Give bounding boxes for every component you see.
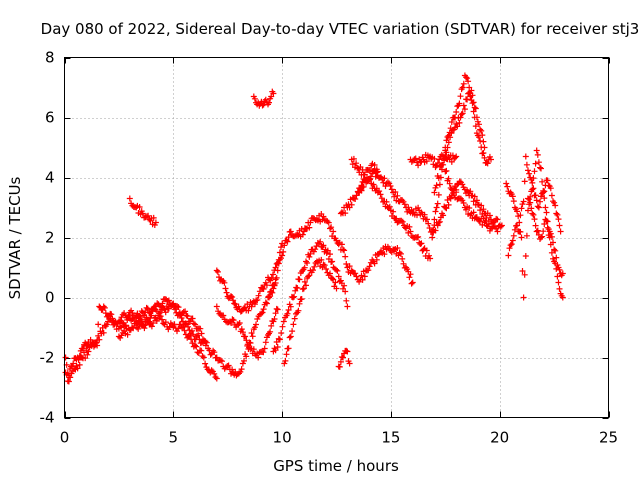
- data-point-markers: [62, 72, 566, 385]
- data-points: [62, 72, 566, 385]
- x-tick-label: 25: [599, 429, 618, 447]
- x-tick-label: 5: [169, 429, 179, 447]
- y-tick-label: -2: [40, 349, 55, 367]
- x-tick-labels: 0 5 10 15 20 25: [60, 429, 618, 447]
- plot-frame: [64, 57, 609, 418]
- y-tick-labels: -4 -2 0 2 4 6 8: [40, 49, 55, 427]
- axis-ticks: [64, 57, 610, 419]
- y-tick-label: 6: [45, 109, 55, 127]
- chart-title: Day 080 of 2022, Sidereal Day-to-day VTE…: [41, 20, 640, 38]
- x-tick-label: 0: [60, 429, 70, 447]
- x-tick-label: 15: [381, 429, 400, 447]
- x-tick-label: 20: [490, 429, 509, 447]
- y-tick-label: 2: [45, 229, 55, 247]
- y-axis-label: SDTVAR / TECUs: [6, 176, 24, 299]
- x-tick-label: 10: [273, 429, 292, 447]
- y-tick-label: 0: [45, 289, 55, 307]
- y-tick-label: 4: [45, 169, 55, 187]
- y-tick-label: 8: [45, 49, 55, 67]
- x-axis-label: GPS time / hours: [273, 457, 399, 475]
- y-tick-label: -4: [40, 409, 55, 427]
